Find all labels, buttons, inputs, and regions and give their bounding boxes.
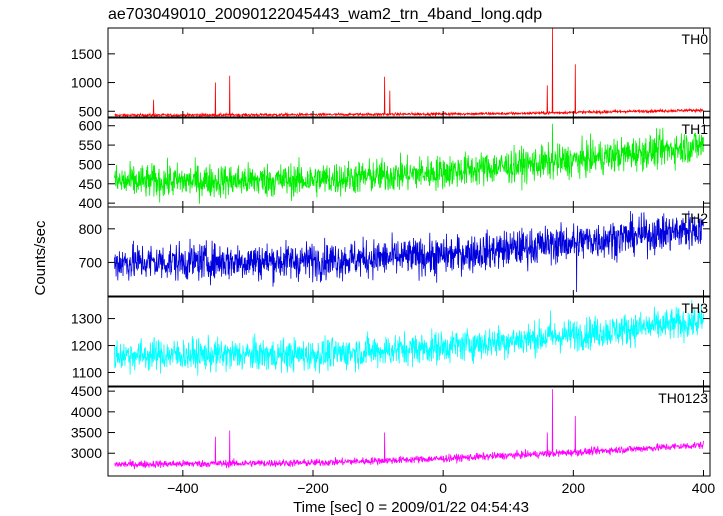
x-axis-ticks: −400 −200 0 200 400 xyxy=(167,480,715,496)
panel-frame xyxy=(107,206,711,297)
x-tick-label: −200 xyxy=(297,480,329,496)
y-tick-label: 3500 xyxy=(71,425,102,441)
chart-panels: 500 1000 1500 TH0 400 450 500 550 600 TH1 700 800 TH… xyxy=(71,27,711,477)
y-tick-label: 1300 xyxy=(71,311,102,327)
x-axis-label: Time [sec] 0 = 2009/01/22 04:54:43 xyxy=(293,499,529,516)
y-tick-label: 4500 xyxy=(71,383,102,399)
panel-label: TH1 xyxy=(682,121,709,137)
y-tick-label: 700 xyxy=(79,254,103,270)
panel-label: TH2 xyxy=(682,210,709,226)
y-tick-label: 550 xyxy=(79,137,103,153)
panel-th3: 1100 1200 1300 TH3 xyxy=(71,296,711,387)
panel-frame xyxy=(107,296,711,387)
series-line-th3 xyxy=(114,299,704,376)
x-tick-label: 200 xyxy=(562,480,586,496)
series-line-th0123 xyxy=(114,389,704,470)
y-tick-label: 1100 xyxy=(72,365,102,381)
y-tick-label: 1200 xyxy=(71,338,102,354)
y-tick-label: 1000 xyxy=(71,75,102,91)
panel-th2: 700 800 TH2 xyxy=(79,206,711,297)
y-tick-label: 3000 xyxy=(71,445,102,461)
panel-label: TH0 xyxy=(682,31,709,47)
y-tick-label: 500 xyxy=(79,156,103,172)
x-tick-label: 400 xyxy=(692,480,716,496)
panel-label: TH0123 xyxy=(658,390,708,406)
y-tick-label: 450 xyxy=(79,176,103,192)
panel-frame xyxy=(107,27,711,118)
y-tick-label: 400 xyxy=(79,195,103,211)
x-tick-label: −400 xyxy=(167,480,199,496)
y-tick-label: 800 xyxy=(79,221,103,237)
series-line-th1 xyxy=(114,123,704,204)
y-tick-label: 600 xyxy=(79,118,103,134)
y-axis-label: Counts/sec xyxy=(32,220,49,296)
series-line-th2 xyxy=(114,210,704,293)
y-tick-label: 1500 xyxy=(71,46,102,62)
panel-th0: 500 1000 1500 TH0 xyxy=(71,27,711,119)
y-tick-label: 4000 xyxy=(71,404,102,420)
panel-th0123: 3000 3500 4000 4500 TH0123 xyxy=(71,383,711,477)
y-tick-label: 500 xyxy=(79,103,103,119)
panel-th1: 400 450 500 550 600 TH1 xyxy=(79,117,711,211)
chart-title: ae703049010_20090122045443_wam2_trn_4ban… xyxy=(108,6,542,23)
x-tick-label: 0 xyxy=(439,480,447,496)
panel-label: TH3 xyxy=(682,300,709,316)
panel-frame xyxy=(107,386,711,477)
series-line-th0 xyxy=(114,27,704,118)
